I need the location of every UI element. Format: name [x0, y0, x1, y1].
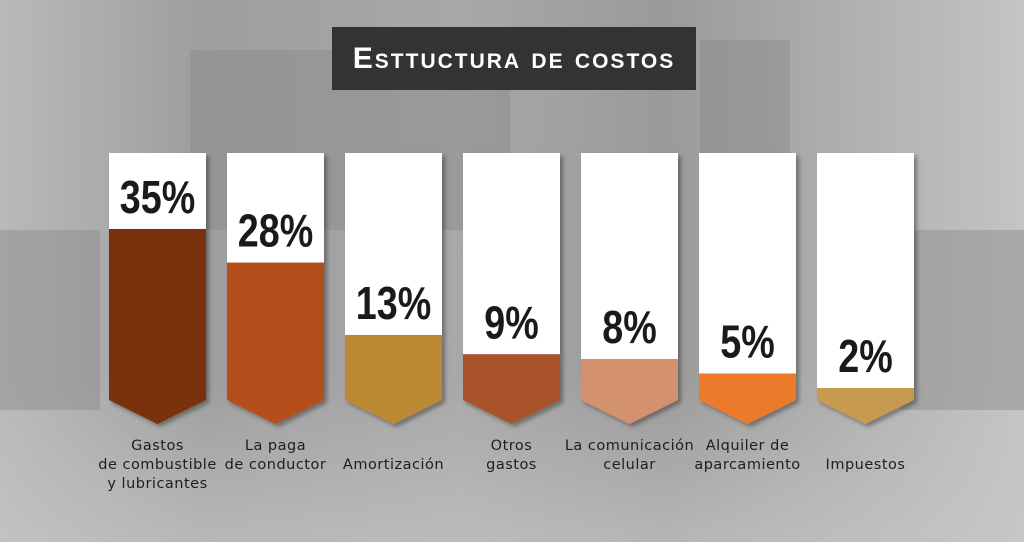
data-label: 2%	[838, 330, 893, 381]
category-label: celular	[603, 457, 656, 473]
bar-group: 13% Amortización	[343, 153, 444, 473]
bar-group: 8% La comunicación celular	[565, 153, 694, 473]
data-label: 13%	[356, 277, 431, 328]
category-label: La comunicación	[565, 438, 694, 454]
bar-group: 28% La paga de conductor	[225, 153, 327, 473]
category-label: aparcamiento	[694, 457, 800, 473]
data-label: 5%	[720, 316, 775, 367]
bar-label-panel	[699, 153, 796, 374]
bar-label-panel	[345, 153, 442, 335]
category-label: Otros	[491, 438, 533, 454]
background-truck-left	[0, 230, 100, 410]
chart-title: Esttuctura de costos	[352, 41, 676, 75]
bar-label-panel	[463, 153, 560, 355]
bar-label-panel	[581, 153, 678, 360]
data-label: 9%	[484, 297, 539, 348]
category-label: Alquiler de	[706, 438, 790, 454]
bar-group: 2% Impuestos	[817, 153, 914, 473]
background-truck	[900, 230, 1024, 410]
category-label: Impuestos	[826, 457, 906, 473]
bar	[109, 228, 206, 424]
data-label: 35%	[120, 171, 195, 222]
bar	[581, 359, 678, 424]
data-label: 28%	[238, 205, 313, 256]
bar	[345, 334, 442, 424]
title-banner: Esttuctura de costos	[332, 27, 696, 90]
category-label: La paga	[245, 438, 306, 454]
category-label: y lubricantes	[107, 476, 207, 492]
bar-label-panel	[817, 153, 914, 388]
bar	[699, 373, 796, 424]
category-label: Amortización	[343, 457, 444, 473]
bar-group: 9% Otros gastos	[463, 153, 560, 473]
category-label: de conductor	[225, 457, 327, 473]
bar-label-panel	[109, 153, 206, 229]
category-label: de combustible	[98, 457, 217, 473]
bar-group: 35% Gastos de combustible y lubricantes	[98, 153, 217, 492]
bar	[817, 388, 914, 424]
bar	[463, 354, 560, 424]
category-label: Gastos	[131, 438, 184, 454]
data-label: 8%	[602, 302, 657, 353]
bar-group: 5% Alquiler de aparcamiento	[694, 153, 800, 473]
category-label: gastos	[486, 457, 537, 473]
bar-label-panel	[227, 153, 324, 263]
bar	[227, 262, 324, 424]
